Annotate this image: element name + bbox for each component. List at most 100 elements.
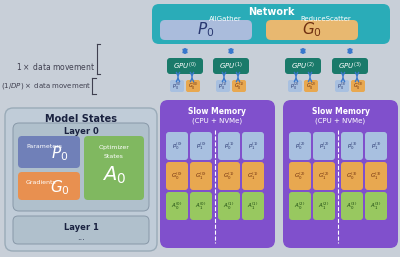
Text: $p_0^{(2)}$: $p_0^{(2)}$ [290, 80, 300, 92]
FancyBboxPatch shape [288, 80, 302, 92]
Text: $p_1^{(1)}$: $p_1^{(1)}$ [248, 140, 258, 152]
Text: $p_0^{(0)}$: $p_0^{(0)}$ [172, 140, 182, 152]
FancyBboxPatch shape [18, 136, 80, 168]
Text: $GPU^{(3)}$: $GPU^{(3)}$ [338, 60, 362, 72]
FancyBboxPatch shape [232, 80, 246, 92]
FancyBboxPatch shape [332, 58, 368, 74]
FancyBboxPatch shape [13, 123, 149, 211]
FancyBboxPatch shape [266, 20, 358, 40]
FancyBboxPatch shape [285, 58, 321, 74]
FancyBboxPatch shape [213, 58, 249, 74]
FancyBboxPatch shape [160, 20, 252, 40]
Text: $G_0$: $G_0$ [50, 179, 70, 197]
Text: $G_1^{(2)}$: $G_1^{(2)}$ [318, 170, 330, 182]
FancyBboxPatch shape [5, 108, 157, 251]
FancyBboxPatch shape [365, 162, 387, 190]
Text: $A_0^{(3)}$: $A_0^{(3)}$ [346, 200, 358, 212]
FancyBboxPatch shape [341, 162, 363, 190]
Text: $A_0^{(0)}$: $A_0^{(0)}$ [171, 200, 183, 212]
Text: $A_1^{(1)}$: $A_1^{(1)}$ [247, 200, 259, 212]
Text: $A_1^{(0)}$: $A_1^{(0)}$ [195, 200, 207, 212]
Text: $A_0$: $A_0$ [102, 165, 126, 186]
Text: Slow Memory: Slow Memory [312, 106, 370, 115]
FancyBboxPatch shape [283, 100, 398, 248]
FancyBboxPatch shape [242, 162, 264, 190]
Text: Network: Network [248, 7, 294, 17]
FancyBboxPatch shape [313, 132, 335, 160]
Text: $A_1^{(3)}$: $A_1^{(3)}$ [370, 200, 382, 212]
FancyBboxPatch shape [365, 192, 387, 220]
Text: $p_0^{(3)}$: $p_0^{(3)}$ [346, 140, 358, 152]
Text: $G_0^{(1)}$: $G_0^{(1)}$ [223, 170, 235, 182]
Text: ReduceScatter: ReduceScatter [300, 16, 351, 22]
FancyBboxPatch shape [218, 132, 240, 160]
FancyBboxPatch shape [289, 132, 311, 160]
Text: $G_1^{(3)}$: $G_1^{(3)}$ [370, 170, 382, 182]
Text: $p_0^{(1)}$: $p_0^{(1)}$ [224, 140, 234, 152]
FancyBboxPatch shape [166, 132, 188, 160]
Text: $G_0^{(0)}$: $G_0^{(0)}$ [188, 80, 198, 92]
Text: $p_0^{(0)}$: $p_0^{(0)}$ [172, 80, 182, 92]
Text: $G_0$: $G_0$ [302, 21, 322, 39]
Text: States: States [104, 154, 124, 160]
Text: (CPU + NVMe): (CPU + NVMe) [316, 118, 366, 124]
FancyBboxPatch shape [242, 192, 264, 220]
Text: $(1/DP)\times$ data movement: $(1/DP)\times$ data movement [0, 81, 91, 91]
FancyBboxPatch shape [160, 100, 275, 248]
Text: $p_0^{(2)}$: $p_0^{(2)}$ [294, 140, 306, 152]
Text: Model States: Model States [45, 114, 117, 124]
FancyBboxPatch shape [304, 80, 318, 92]
Text: (CPU + NVMe): (CPU + NVMe) [192, 118, 242, 124]
Text: $p_1^{(0)}$: $p_1^{(0)}$ [196, 140, 206, 152]
Text: AllGather: AllGather [210, 16, 242, 22]
Text: $GPU^{(0)}$: $GPU^{(0)}$ [173, 60, 197, 72]
FancyBboxPatch shape [170, 80, 184, 92]
Text: $p_0^{(3)}$: $p_0^{(3)}$ [337, 80, 347, 92]
Text: $GPU^{(2)}$: $GPU^{(2)}$ [291, 60, 315, 72]
FancyBboxPatch shape [365, 132, 387, 160]
FancyBboxPatch shape [289, 162, 311, 190]
Text: Layer 1: Layer 1 [64, 223, 98, 232]
Text: $P_0$: $P_0$ [52, 145, 69, 163]
FancyBboxPatch shape [313, 162, 335, 190]
FancyBboxPatch shape [289, 192, 311, 220]
FancyBboxPatch shape [186, 80, 200, 92]
FancyBboxPatch shape [84, 136, 144, 200]
FancyBboxPatch shape [341, 132, 363, 160]
FancyBboxPatch shape [190, 162, 212, 190]
Text: Layer 0: Layer 0 [64, 127, 98, 136]
FancyBboxPatch shape [242, 132, 264, 160]
Text: $GPU^{(1)}$: $GPU^{(1)}$ [219, 60, 243, 72]
Text: $G_0^{(3)}$: $G_0^{(3)}$ [346, 170, 358, 182]
Text: $p_1^{(2)}$: $p_1^{(2)}$ [318, 140, 330, 152]
FancyBboxPatch shape [341, 192, 363, 220]
Text: $G_0^{(3)}$: $G_0^{(3)}$ [353, 80, 363, 92]
FancyBboxPatch shape [152, 4, 390, 44]
Text: $G_0^{(1)}$: $G_0^{(1)}$ [234, 80, 244, 92]
FancyBboxPatch shape [167, 58, 203, 74]
FancyBboxPatch shape [313, 192, 335, 220]
Text: $G_1^{(1)}$: $G_1^{(1)}$ [247, 170, 259, 182]
Text: $P_0$: $P_0$ [197, 21, 215, 39]
Text: Slow Memory: Slow Memory [188, 106, 246, 115]
Text: $1\times$ data movement: $1\times$ data movement [16, 61, 95, 72]
Text: $G_0^{(0)}$: $G_0^{(0)}$ [171, 170, 183, 182]
FancyBboxPatch shape [351, 80, 365, 92]
Text: Gradients: Gradients [26, 179, 57, 185]
Text: $p_1^{(3)}$: $p_1^{(3)}$ [370, 140, 382, 152]
Text: $A_0^{(2)}$: $A_0^{(2)}$ [294, 200, 306, 212]
FancyBboxPatch shape [18, 172, 80, 200]
FancyBboxPatch shape [218, 192, 240, 220]
Text: $p_0^{(1)}$: $p_0^{(1)}$ [218, 80, 228, 92]
Text: $G_0^{(2)}$: $G_0^{(2)}$ [306, 80, 316, 92]
FancyBboxPatch shape [166, 162, 188, 190]
FancyBboxPatch shape [166, 192, 188, 220]
FancyBboxPatch shape [216, 80, 230, 92]
Text: $G_0^{(2)}$: $G_0^{(2)}$ [294, 170, 306, 182]
Text: $A_0^{(1)}$: $A_0^{(1)}$ [223, 200, 235, 212]
FancyBboxPatch shape [190, 132, 212, 160]
Text: $A_1^{(2)}$: $A_1^{(2)}$ [318, 200, 330, 212]
Text: Parameters: Parameters [26, 143, 62, 149]
FancyBboxPatch shape [190, 192, 212, 220]
FancyBboxPatch shape [218, 162, 240, 190]
